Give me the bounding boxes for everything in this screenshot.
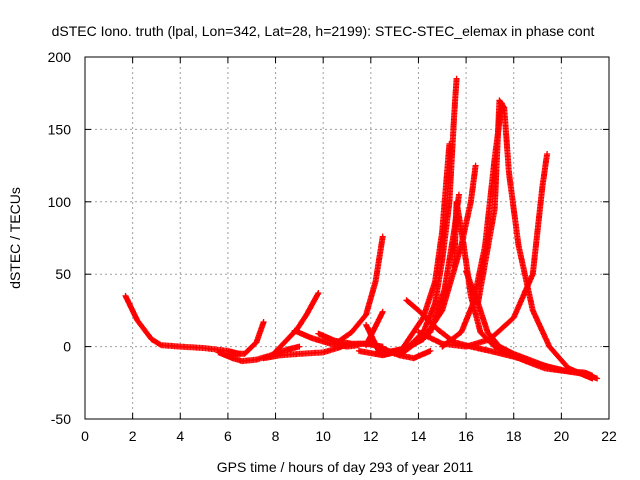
x-tick-label: 0 xyxy=(81,428,89,444)
data-series xyxy=(463,268,596,379)
y-tick-label: 200 xyxy=(48,49,72,65)
data-series xyxy=(122,292,243,357)
x-tick-label: 10 xyxy=(315,428,331,444)
data-series xyxy=(334,233,386,346)
chart-title: dSTEC Iono. truth (lpal, Lon=342, Lat=28… xyxy=(52,23,595,39)
plot-frame xyxy=(84,56,610,420)
x-tick-label: 14 xyxy=(411,428,427,444)
x-tick-label: 6 xyxy=(224,428,232,444)
axis-ticks: 0 2 4 6 8 10 12 14 16 18 20 22 -50 0 50 100 150 200 xyxy=(48,49,617,444)
x-tick-label: 16 xyxy=(458,428,474,444)
x-tick-label: 4 xyxy=(176,428,184,444)
y-tick-label: 150 xyxy=(48,121,72,137)
x-tick-label: 2 xyxy=(129,428,137,444)
y-tick-label: 0 xyxy=(63,339,71,355)
data-points xyxy=(122,75,601,382)
data-series xyxy=(372,140,453,357)
x-axis-label: GPS time / hours of day 293 of year 2011 xyxy=(217,459,474,475)
data-series xyxy=(224,319,267,357)
x-tick-label: 18 xyxy=(506,428,522,444)
y-tick-label: 100 xyxy=(48,194,72,210)
x-tick-label: 22 xyxy=(601,428,617,444)
x-tick-label: 8 xyxy=(272,428,280,444)
y-tick-label: 50 xyxy=(55,266,71,282)
x-tick-label: 12 xyxy=(363,428,379,444)
y-tick-label: -50 xyxy=(51,411,71,427)
y-axis-label: dSTEC / TECUs xyxy=(7,187,23,289)
data-series xyxy=(391,162,479,357)
data-series xyxy=(439,100,505,350)
x-tick-label: 20 xyxy=(554,428,570,444)
